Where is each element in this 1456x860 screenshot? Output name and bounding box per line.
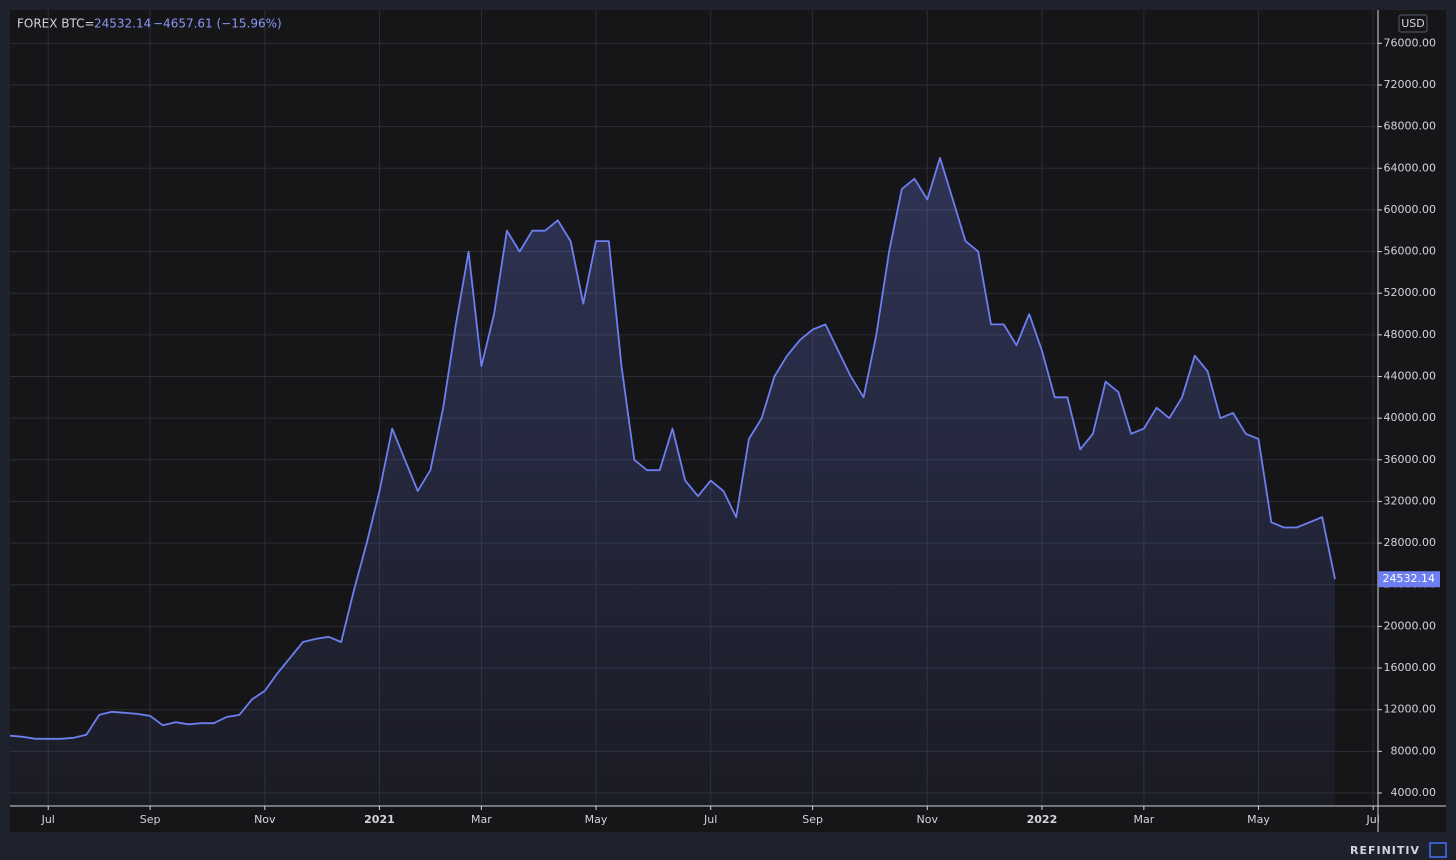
last-price-tag-label: 24532.14 [1383, 572, 1436, 585]
x-tick-label: May [1247, 813, 1270, 826]
y-tick-label: 4000.00 [1391, 786, 1437, 799]
brand: REFINITIV [1350, 844, 1420, 857]
last-price-tag [1378, 571, 1440, 588]
x-tick-label: Mar [1133, 813, 1154, 826]
symbol: FOREX BTC= [17, 17, 95, 31]
x-tick-label: May [585, 813, 608, 826]
last-price: 24532.14 [94, 17, 151, 31]
x-tick-label: 2021 [364, 813, 395, 826]
price-line [9, 157, 1336, 740]
currency-box[interactable] [1398, 14, 1428, 33]
x-tick-label: Jul [703, 813, 717, 826]
area [10, 157, 1335, 806]
y-tick-label: 64000.00 [1384, 161, 1437, 174]
x-tick-label: Mar [471, 813, 492, 826]
y-tick-label: 40000.00 [1384, 411, 1437, 424]
y-tick-label: 36000.00 [1384, 453, 1437, 466]
x-tick-label: 2022 [1027, 813, 1058, 826]
y-tick-label: 12000.00 [1384, 703, 1437, 716]
brand-logo [1429, 842, 1447, 858]
y-tick-label: 8000.00 [1391, 744, 1437, 757]
y-tick-label: 60000.00 [1384, 203, 1437, 216]
y-tick-label: 44000.00 [1384, 370, 1437, 383]
currency[interactable]: USD [1401, 17, 1425, 30]
y-tick-label: 48000.00 [1384, 328, 1437, 341]
y-tick-label: 56000.00 [1384, 245, 1437, 258]
y-tick-label: 76000.00 [1384, 36, 1437, 49]
x-tick-label: Sep [802, 813, 823, 826]
y-tick-label: 20000.00 [1384, 619, 1437, 632]
x-tick-label: Nov [254, 813, 276, 826]
x-tick-label: Sep [140, 813, 161, 826]
footer [0, 838, 1456, 860]
y-tick-label: 68000.00 [1384, 120, 1437, 133]
y-tick-label: 72000.00 [1384, 78, 1437, 91]
y-tick-label: 52000.00 [1384, 286, 1437, 299]
x-tick-label: Jul [41, 813, 55, 826]
y-tick-label: 32000.00 [1384, 494, 1437, 507]
y-tick-label: 16000.00 [1384, 661, 1437, 674]
x-tick-label: Jul [1366, 813, 1380, 826]
price-change: −4657.61 (−15.96%) [153, 17, 282, 31]
x-tick-label: Nov [917, 813, 939, 826]
y-tick-label: 28000.00 [1384, 536, 1437, 549]
